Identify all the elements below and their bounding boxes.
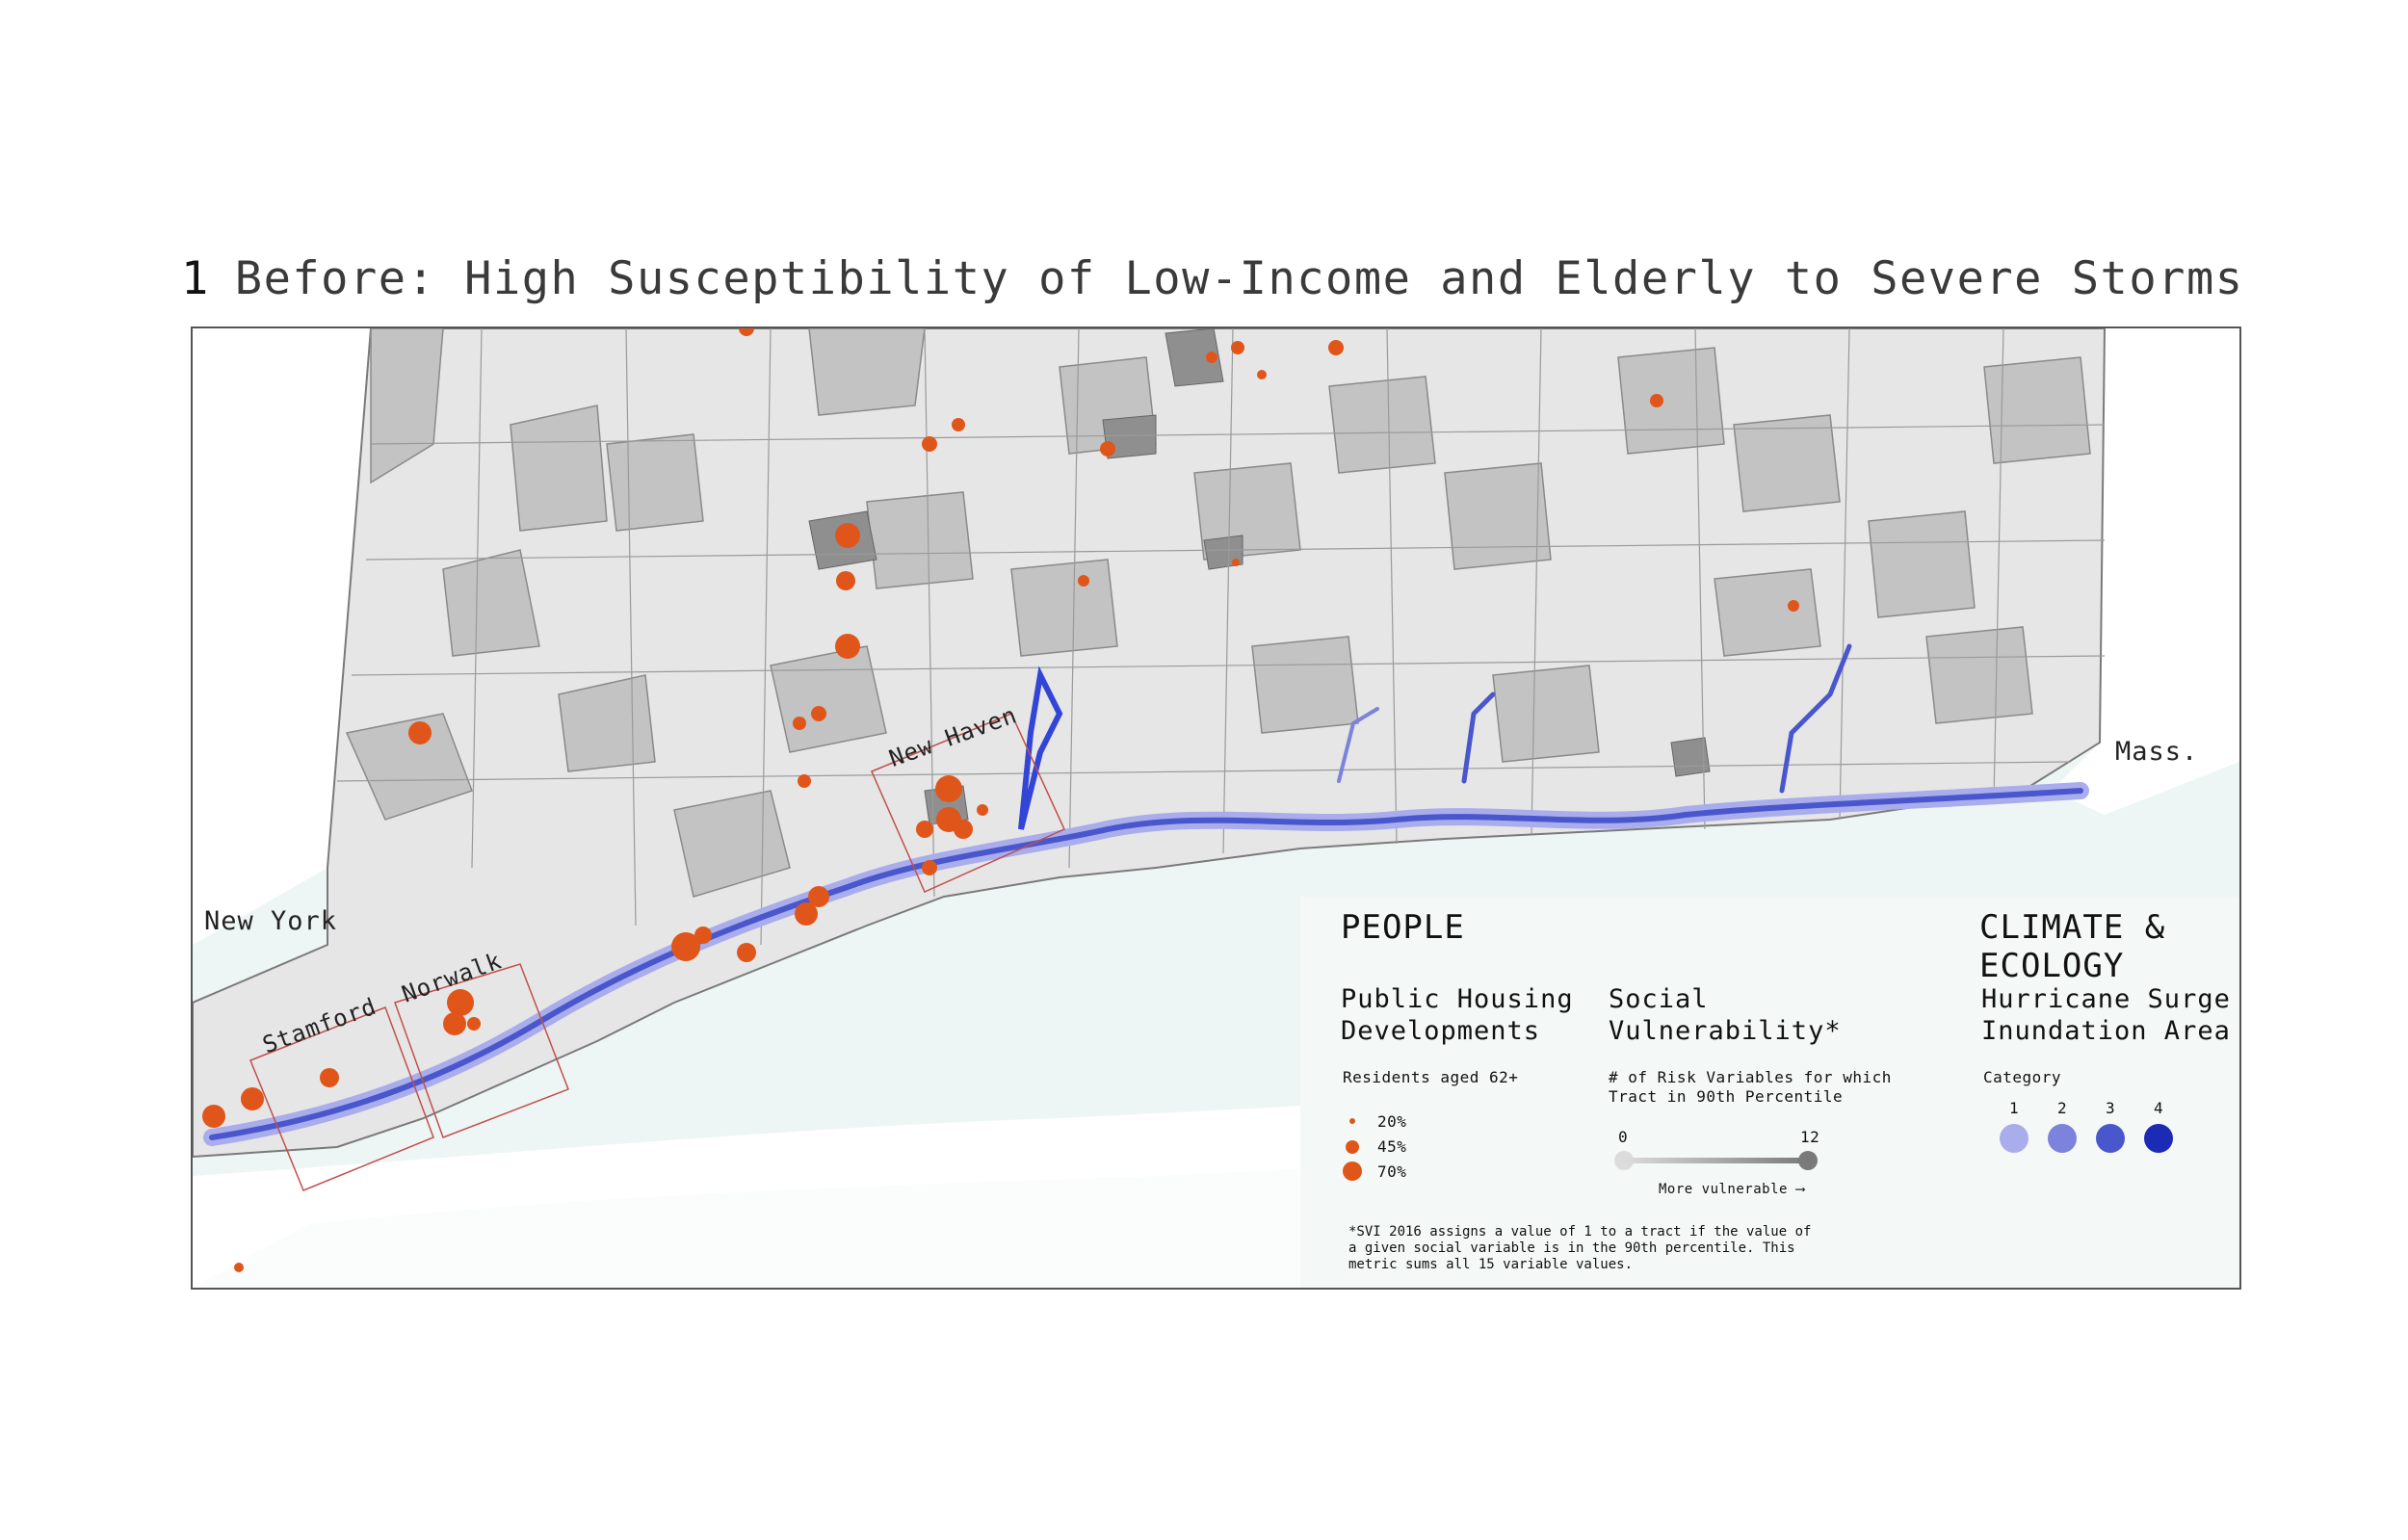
legend-svi-arrow-text: More vulnerable [1659, 1182, 1788, 1197]
public-housing-dots [202, 328, 1799, 1272]
legend-svi-end-marker [1798, 1151, 1818, 1170]
massachusetts-land [2052, 328, 2239, 815]
new-york-land [193, 328, 371, 945]
inset-box-norwalk [394, 963, 569, 1138]
legend-footnote: *SVI 2016 assigns a value of 1 to a trac… [1348, 1224, 1812, 1272]
legend-svi-subtitle: # of Risk Variables for which Tract in 9… [1609, 1068, 1892, 1106]
legend-surge-cat-4-label: 4 [2154, 1099, 2164, 1117]
figure-title-text: Before: High Susceptibility of Low-Incom… [234, 252, 2244, 305]
inset-box-new-haven [871, 713, 1065, 893]
legend-dot-large [1343, 1162, 1362, 1181]
legend-surge-cat-3-label: 3 [2106, 1099, 2116, 1117]
arrow-right-icon: ⟶ [1795, 1182, 1805, 1197]
map-legend: PEOPLE Public Housing Developments Resid… [1300, 897, 2239, 1288]
legend-surge-cat-3-swatch [2096, 1124, 2125, 1153]
legend-dot-medium-label: 45% [1377, 1137, 1407, 1156]
inset-boxes [249, 713, 1065, 1191]
vulnerability-tracts-medium [345, 328, 2091, 898]
legend-public-housing-title: Public Housing Developments [1341, 984, 1574, 1046]
label-massachusetts: Mass. [2115, 737, 2199, 767]
legend-dot-small-label: 20% [1377, 1112, 1407, 1131]
figure-title: 1 Before: High Susceptibility of Low-Inco… [181, 252, 2244, 305]
legend-climate-heading: CLIMATE & ECOLOGY [1979, 908, 2166, 985]
legend-public-housing-subtitle: Residents aged 62+ [1343, 1068, 1519, 1086]
legend-surge-cat-2-label: 2 [2057, 1099, 2068, 1117]
surge-inundation [203, 643, 2089, 1146]
legend-svi-gradient [1624, 1158, 1807, 1163]
inset-box-stamford [249, 1006, 434, 1191]
legend-svi-title: Social Vulnerability* [1609, 984, 1842, 1046]
legend-surge-cat-1-swatch [2000, 1124, 2028, 1153]
map-panel[interactable]: New York Mass. New Haven Norwalk Stamfor… [191, 326, 2241, 1290]
legend-surge-subtitle: Category [1983, 1068, 2062, 1086]
legend-dot-large-label: 70% [1377, 1162, 1407, 1181]
legend-dot-medium [1346, 1140, 1359, 1154]
tract-boundaries [336, 328, 2106, 946]
legend-surge-cat-1-label: 1 [2009, 1099, 2020, 1117]
legend-svi-max: 12 [1800, 1128, 1820, 1146]
legend-svi-arrow-label: More vulnerable ⟶ [1659, 1180, 1805, 1199]
legend-people-heading: PEOPLE [1341, 908, 1465, 947]
legend-svi-min: 0 [1618, 1128, 1629, 1146]
legend-dot-small [1349, 1118, 1355, 1124]
legend-surge-cat-4-swatch [2144, 1124, 2173, 1153]
legend-surge-cat-2-swatch [2048, 1124, 2077, 1153]
label-new-york: New York [204, 906, 338, 936]
legend-surge-title: Hurricane Surge Inundation Area [1981, 984, 2231, 1046]
figure-number: 1 [181, 252, 210, 305]
